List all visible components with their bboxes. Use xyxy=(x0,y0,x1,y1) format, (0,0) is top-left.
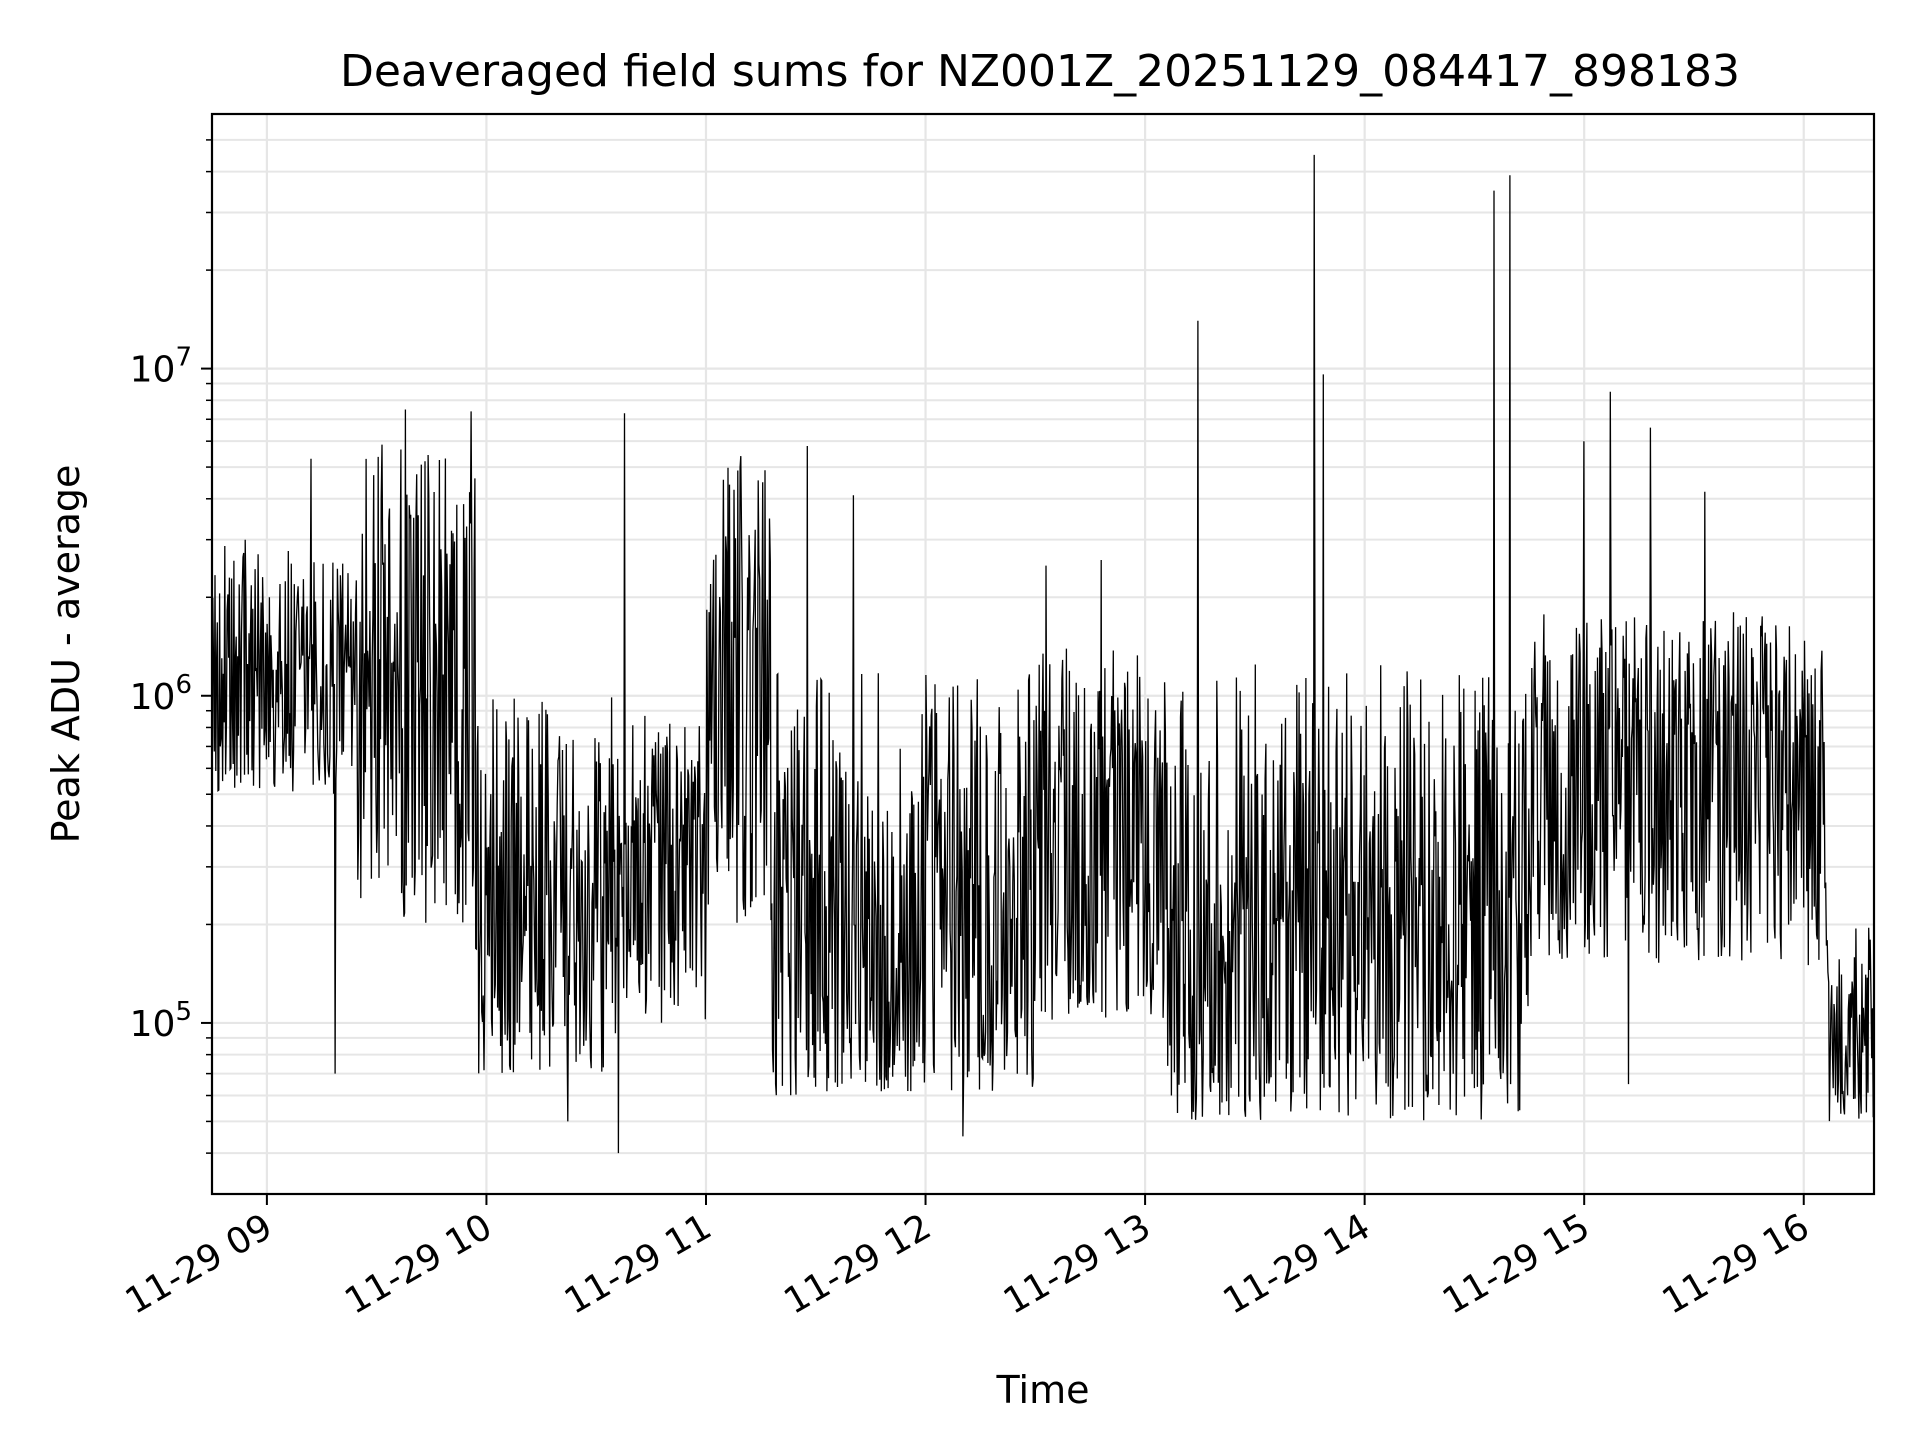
plot-area-frame xyxy=(210,112,1876,1196)
x-axis-label: Time xyxy=(996,1368,1090,1412)
x-tick-label: 11-29 15 xyxy=(1436,1206,1597,1322)
x-axis: 11-29 09 11-29 10 11-29 11 11-29 12 11-29 13… xyxy=(119,1194,1817,1323)
y-tick-label: 106 xyxy=(130,670,192,718)
y-axis: 105 106 107 xyxy=(130,139,212,1154)
x-tick-label: 11-29 09 xyxy=(119,1206,280,1322)
x-tick-label: 11-29 14 xyxy=(1216,1206,1377,1322)
y-tick-label: 107 xyxy=(130,343,192,391)
chart-title: Deaveraged field sums for NZ001Z_2025112… xyxy=(340,46,1740,97)
x-tick-label: 11-29 11 xyxy=(558,1206,719,1322)
y-tick-label: 105 xyxy=(130,997,192,1045)
x-tick-label: 11-29 12 xyxy=(777,1206,938,1322)
x-tick-label: 11-29 13 xyxy=(997,1206,1158,1322)
data-series-line xyxy=(211,154,1875,1154)
x-tick-label: 11-29 10 xyxy=(338,1206,499,1322)
y-axis-label: Peak ADU - average xyxy=(44,465,88,844)
x-tick-label: 11-29 16 xyxy=(1656,1206,1817,1322)
